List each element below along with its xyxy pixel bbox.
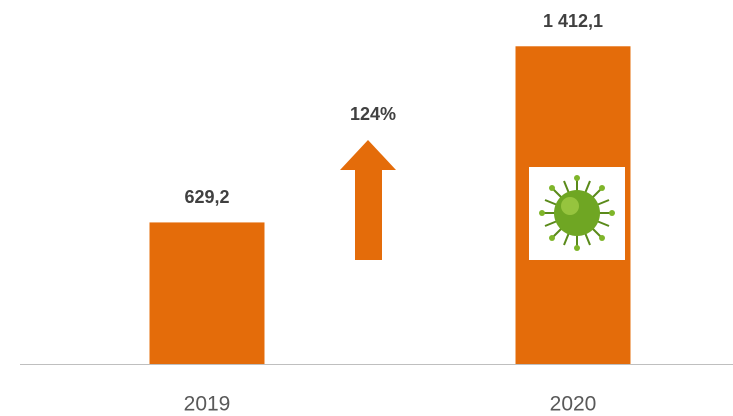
value-label: 629,2: [184, 187, 229, 207]
x-tick-label: 2020: [550, 393, 597, 416]
x-tick-label: 2019: [184, 393, 231, 416]
value-label: 1 412,1: [543, 11, 603, 31]
annotation: 124%: [350, 104, 396, 124]
bar: [149, 222, 265, 364]
virus-image: [529, 167, 625, 260]
up-arrow: [340, 140, 396, 260]
